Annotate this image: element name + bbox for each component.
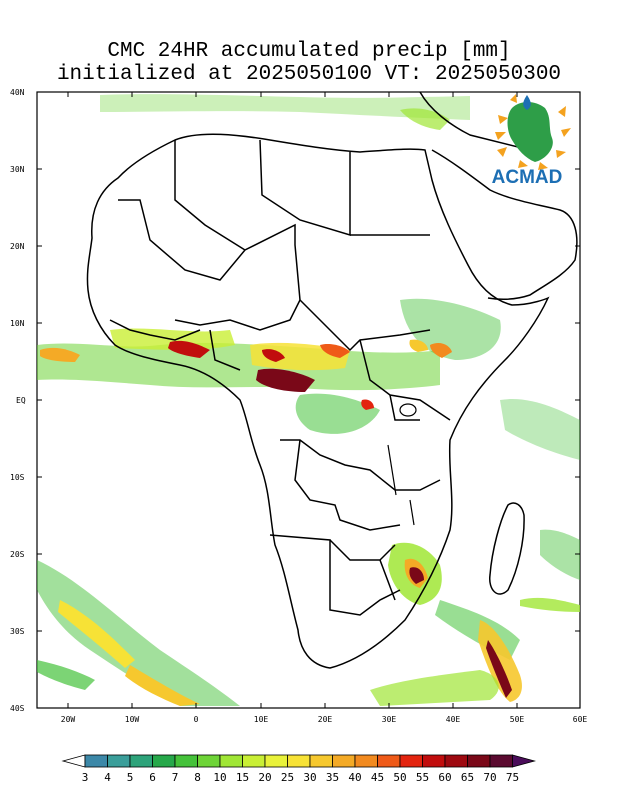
lon-label: 10E — [254, 715, 269, 724]
lat-label: 30N — [10, 165, 25, 174]
colorbar-under-arrow — [61, 754, 86, 768]
map-title-line1: CMC 24HR accumulated precip [mm] — [107, 40, 511, 63]
colorbar-label: 40 — [348, 771, 361, 784]
lon-labels: 20W 10W 0 10E 20E 30E 40E 50E 60E — [61, 715, 588, 724]
lat-label: 20S — [10, 550, 25, 559]
colorbar-label: 75 — [506, 771, 519, 784]
colorbar-box — [332, 754, 356, 768]
colorbar-box — [242, 754, 266, 768]
colorbar-box — [287, 754, 311, 768]
colorbar-label: 25 — [281, 771, 294, 784]
lat-label: 10S — [10, 473, 25, 482]
lat-label: 40S — [10, 704, 25, 713]
colorbar-label: 6 — [149, 771, 156, 784]
lat-label: 20N — [10, 242, 25, 251]
colorbar-label: 5 — [127, 771, 134, 784]
lat-label: EQ — [16, 396, 26, 405]
colorbar-box — [489, 754, 513, 768]
lon-label: 40E — [446, 715, 461, 724]
acmad-logo-text: ACMAD — [492, 167, 563, 188]
colorbar-label: 70 — [483, 771, 496, 784]
colorbar-box — [309, 754, 333, 768]
colorbar-box — [422, 754, 446, 768]
lat-ticks — [37, 168, 580, 632]
colorbar-over-arrow — [512, 754, 537, 768]
colorbar-label: 35 — [326, 771, 339, 784]
precip-shading — [37, 94, 580, 706]
colorbar-label: 55 — [416, 771, 429, 784]
colorbar-box — [399, 754, 423, 768]
lon-label: 10W — [125, 715, 140, 724]
lat-label: 10N — [10, 319, 25, 328]
colorbar-box — [197, 754, 221, 768]
colorbar-box — [264, 754, 288, 768]
colorbar-label: 30 — [303, 771, 316, 784]
colorbar-box — [467, 754, 491, 768]
colorbar-box — [219, 754, 243, 768]
colorbar-box — [129, 754, 153, 768]
colorbar-label: 50 — [393, 771, 406, 784]
colorbar-box — [84, 754, 108, 768]
colorbar-label: 15 — [236, 771, 249, 784]
lon-label: 0 — [194, 715, 199, 724]
colorbar-label: 8 — [194, 771, 201, 784]
colorbar-label: 10 — [213, 771, 226, 784]
land-outlines — [86, 92, 578, 669]
colorbar-box — [354, 754, 378, 768]
lon-label: 20E — [318, 715, 333, 724]
lon-label: 30E — [382, 715, 397, 724]
acmad-logo: ACMAD — [492, 94, 571, 188]
colorbar-label: 3 — [82, 771, 89, 784]
lat-labels: 40N 30N 20N 10N EQ 10S 20S 30S 40S — [10, 88, 26, 713]
lon-label: 60E — [573, 715, 588, 724]
lon-ticks — [67, 92, 518, 708]
colorbar-label: 20 — [258, 771, 271, 784]
lon-label: 20W — [61, 715, 76, 724]
map-title-line2: initialized at 2025050100 VT: 2025050300 — [56, 63, 562, 86]
colorbar-label: 60 — [438, 771, 451, 784]
lakes — [387, 403, 417, 526]
lon-label: 50E — [510, 715, 525, 724]
colorbar-box — [152, 754, 176, 768]
colorbar-box — [444, 754, 468, 768]
colorbar: 3 4 5 6 7 8 10 15 20 25 30 35 40 45 50 55 60 65 70 75 — [61, 754, 537, 784]
colorbar-label: 4 — [104, 771, 111, 784]
colorbar-box — [174, 754, 198, 768]
lat-label: 40N — [10, 88, 25, 97]
colorbar-label: 65 — [461, 771, 474, 784]
colorbar-box — [107, 754, 131, 768]
lat-label: 30S — [10, 627, 25, 636]
colorbar-box — [377, 754, 401, 768]
colorbar-label: 45 — [371, 771, 384, 784]
colorbar-label: 7 — [172, 771, 179, 784]
